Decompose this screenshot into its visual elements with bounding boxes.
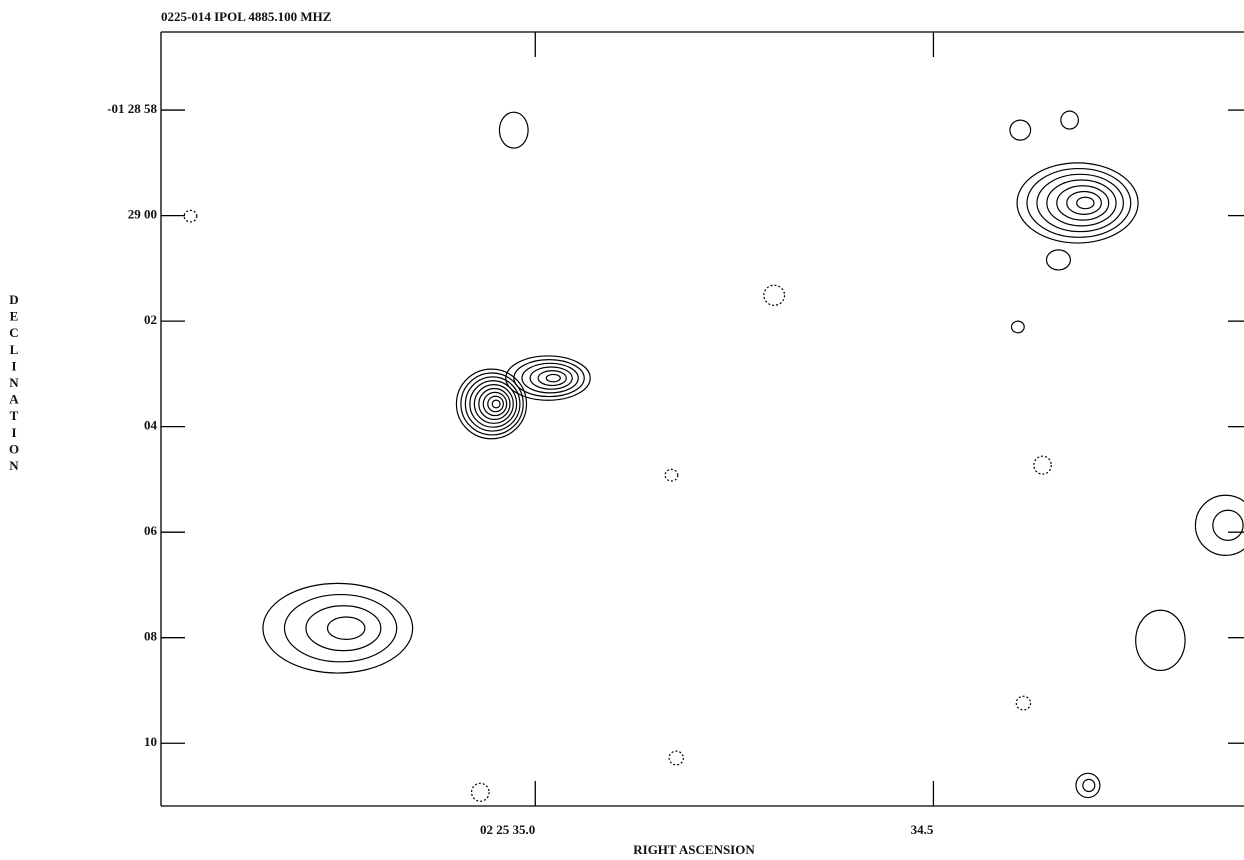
contour [546,374,560,381]
x-axis-label: RIGHT ASCENSION [633,842,755,857]
y-tick-label: -01 28 58 [107,101,157,116]
y-tick-label: 08 [144,629,158,644]
contour [1077,197,1094,208]
contour [1016,696,1030,710]
contour [1010,120,1031,140]
y-tick-label: 29 00 [128,207,157,222]
contour [1011,321,1024,333]
contour [474,385,513,424]
contour [669,751,683,765]
contour [764,285,785,305]
y-tick-label: 04 [144,418,158,433]
contour [514,360,584,397]
contour [1027,169,1131,238]
contour [263,583,413,673]
y-tick-label: 02 [144,312,157,327]
contour [665,469,678,481]
contour [184,210,197,222]
contour [284,595,396,662]
contour [1195,495,1244,555]
contour [1061,111,1079,129]
y-axis-label: DECLINATION [7,292,22,475]
contour [538,371,566,386]
contour [472,783,490,801]
contour [499,112,528,148]
contour [306,606,381,651]
contour [492,400,500,408]
contour [1136,610,1185,670]
y-tick-label: 10 [144,734,157,749]
contour [1037,174,1123,231]
contour [1067,191,1102,214]
x-tick-label: 02 25 35.0 [480,822,535,837]
contour [1034,456,1052,474]
contour [506,356,590,400]
x-tick-label: 34.5 [911,822,934,837]
contour [1213,510,1243,540]
chart: 0225-014 IPOL 4885.100 MHZ RIGHT ASCENSI… [0,0,1244,860]
contour [488,396,504,411]
contour [1047,250,1071,270]
contour [327,617,364,639]
contour [1076,773,1100,797]
y-tick-label: 06 [144,523,158,538]
chart-title: 0225-014 IPOL 4885.100 MHZ [161,9,332,24]
contour [1083,779,1095,791]
